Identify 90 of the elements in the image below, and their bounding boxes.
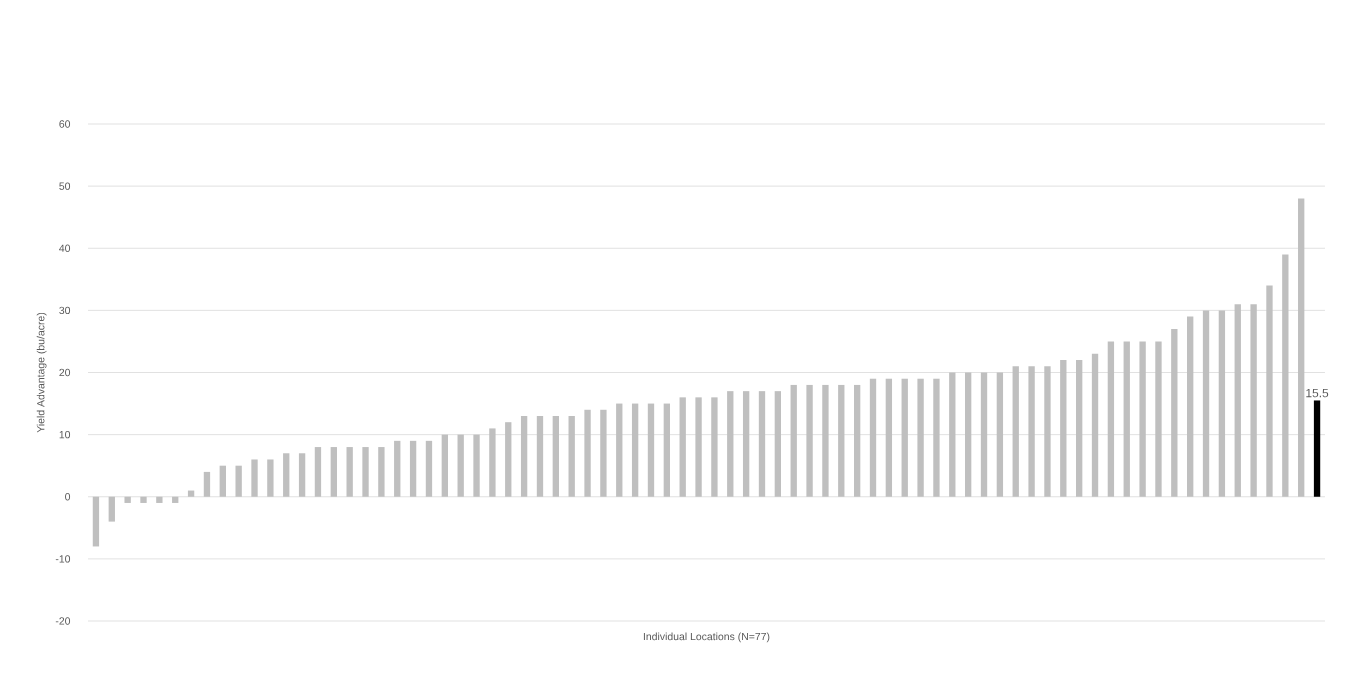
y-tick-label: 40 <box>59 244 71 252</box>
bar <box>758 391 766 497</box>
bar <box>1091 353 1099 497</box>
bar <box>552 415 559 497</box>
bar <box>378 447 385 497</box>
bar <box>964 372 972 497</box>
bar <box>489 428 496 497</box>
bar <box>156 496 163 503</box>
bar <box>790 384 797 497</box>
bar <box>203 471 211 497</box>
bar <box>235 465 242 497</box>
bar <box>1139 341 1146 497</box>
bar <box>473 434 480 497</box>
bar <box>394 440 401 497</box>
bar <box>933 378 940 497</box>
y-tick-label: 30 <box>59 306 71 315</box>
bar <box>267 459 274 497</box>
bar <box>187 490 195 497</box>
bar <box>425 440 433 497</box>
bar <box>949 372 956 497</box>
y-tick-label: 20 <box>59 368 71 377</box>
bar <box>727 391 734 497</box>
bar <box>1076 360 1083 497</box>
y-tick-label: 50 <box>59 182 71 190</box>
bar <box>219 465 226 497</box>
bar <box>806 384 813 497</box>
bar <box>172 496 179 503</box>
bar <box>917 378 924 497</box>
bar <box>980 372 988 497</box>
y-axis-title: Yield Advantage (bu/acre) <box>36 312 47 433</box>
bar <box>298 453 306 497</box>
bar <box>679 397 686 497</box>
bar <box>505 422 512 497</box>
bar <box>568 415 575 497</box>
bar <box>1028 366 1035 497</box>
bar <box>520 415 528 497</box>
bar <box>869 378 877 497</box>
bar <box>140 496 147 503</box>
bar <box>1044 366 1051 497</box>
bar <box>92 496 100 547</box>
bar <box>1282 254 1289 497</box>
bar <box>1171 329 1178 497</box>
bar <box>1060 360 1067 497</box>
bar <box>124 496 131 503</box>
bar <box>457 434 464 497</box>
bar <box>774 391 782 497</box>
bar <box>647 403 655 497</box>
bar <box>616 403 623 497</box>
bar <box>1155 341 1162 497</box>
bar <box>1234 304 1241 497</box>
bar <box>1107 341 1115 497</box>
y-tick-label: 0 <box>65 493 71 501</box>
bar <box>822 384 829 497</box>
bar <box>1250 304 1257 497</box>
bar <box>330 447 337 497</box>
bar <box>1187 316 1194 497</box>
bar <box>441 434 448 497</box>
bar <box>108 496 115 522</box>
bar <box>283 453 290 497</box>
y-tick-label: 60 <box>59 120 71 128</box>
bar <box>1313 400 1321 497</box>
bar <box>1266 285 1273 497</box>
bar <box>663 403 671 497</box>
data-label: 15.5 <box>1306 388 1329 398</box>
bar <box>1202 310 1210 497</box>
y-tick-label: -20 <box>55 617 71 625</box>
bar <box>409 440 417 497</box>
bar <box>346 447 353 497</box>
bar <box>536 415 544 497</box>
bar <box>362 447 369 497</box>
y-tick-label: -10 <box>55 555 71 563</box>
bar <box>1123 341 1130 497</box>
bar <box>996 372 1004 497</box>
x-axis-title: Individual Locations (N=77) <box>643 632 770 643</box>
bar <box>711 397 718 497</box>
bar <box>695 397 702 497</box>
bar <box>1012 366 1019 497</box>
bar <box>838 384 845 497</box>
bar <box>901 378 908 497</box>
bar <box>251 459 258 497</box>
bar <box>1218 310 1226 497</box>
bar <box>885 378 893 497</box>
bar <box>853 384 861 497</box>
bar <box>1298 198 1305 497</box>
y-tick-label: 10 <box>59 430 71 439</box>
bar <box>314 447 322 497</box>
bar <box>631 403 639 497</box>
bar <box>584 409 591 497</box>
bar <box>742 391 750 497</box>
bar <box>600 409 607 497</box>
